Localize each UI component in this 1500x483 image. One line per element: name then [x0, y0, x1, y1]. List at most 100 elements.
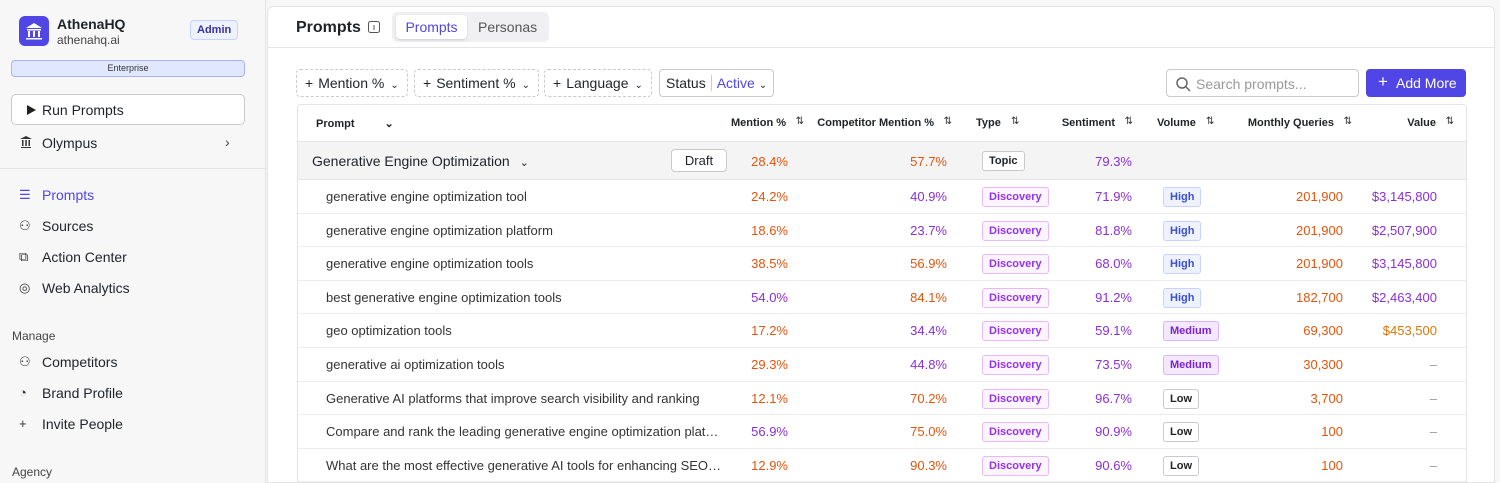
- sort-icon: ⇅: [1343, 116, 1352, 127]
- group-row: Generative Engine Optimization ⌄ Draft 28.4…: [298, 142, 1466, 180]
- column-header[interactable]: Volume: [1157, 117, 1196, 129]
- workspace-selector[interactable]: Olympus: [42, 135, 98, 151]
- table-row[interactable]: What are the most effective generative A…: [298, 448, 1466, 482]
- prompt-text: generative engine optimization tool: [326, 189, 527, 204]
- volume-badge: Low: [1163, 455, 1199, 476]
- nav-item[interactable]: Web Analytics: [42, 280, 130, 296]
- column-header[interactable]: Competitor Mention %: [817, 117, 934, 129]
- sort-icon: ⇅: [1011, 116, 1020, 127]
- sort-icon: ⇅: [1445, 116, 1454, 127]
- type-badge: Discovery: [982, 422, 1049, 443]
- monthly-queries: 100: [1321, 424, 1343, 440]
- prompt-text: generative engine optimization platform: [326, 222, 553, 238]
- value: –: [1429, 424, 1437, 440]
- main-panel: Prompts Prompts Personas + Mention % ⌄ + Sen…: [267, 6, 1495, 483]
- nav-item[interactable]: Sources: [42, 218, 94, 234]
- nav-item[interactable]: Action Center: [42, 249, 127, 265]
- table-row[interactable]: Compare and rank the leading generative …: [298, 415, 1466, 449]
- table-row[interactable]: generative ai optimization tools 29.3% 44.…: [298, 348, 1466, 382]
- sidebar: AthenaHQ athenahq.ai Admin Enterprise Ru…: [0, 0, 266, 483]
- table-row[interactable]: Generative AI platforms that improve sea…: [298, 381, 1466, 416]
- volume-badge: High: [1163, 187, 1202, 207]
- workspace-icon: [20, 136, 32, 148]
- volume-badge: High: [1163, 254, 1202, 275]
- sentiment: 73.5%: [1095, 357, 1132, 372]
- prompt-text: generative ai optimization tools: [326, 357, 505, 372]
- table-row[interactable]: geo optimization tools 17.2% 34.4% Discover…: [298, 314, 1466, 348]
- prompt-text: Generative AI platforms that improve sea…: [326, 390, 700, 406]
- role-badge: Admin: [190, 20, 239, 40]
- nav-item[interactable]: Brand Profile: [42, 385, 123, 401]
- search-placeholder: Search prompts...: [1196, 76, 1307, 92]
- mention: 12.1%: [751, 390, 788, 406]
- sort-icon: ⇅: [795, 116, 804, 127]
- run-label: Run Prompts: [42, 102, 124, 118]
- type-badge: Discovery: [982, 220, 1049, 241]
- plus-icon: +: [1378, 72, 1388, 91]
- nav-item[interactable]: Invite People: [42, 416, 123, 432]
- value: $453,500: [1382, 323, 1437, 339]
- sentiment: 90.9%: [1095, 424, 1132, 440]
- nav-item[interactable]: Competitors: [42, 354, 118, 370]
- sentiment: 79.3%: [1095, 154, 1132, 169]
- monthly-queries: 3,700: [1310, 390, 1343, 406]
- value: $2,507,900: [1371, 222, 1437, 238]
- sentiment: 59.1%: [1095, 323, 1132, 339]
- nav-item[interactable]: Prompts: [42, 187, 95, 203]
- competitor-mention: 40.9%: [910, 189, 947, 204]
- filter-chip[interactable]: + Mention % ⌄: [296, 69, 408, 97]
- tab[interactable]: Prompts: [396, 15, 467, 39]
- table-row[interactable]: best generative engine optimization tool…: [298, 280, 1466, 315]
- prompt-text: generative engine optimization tools: [326, 256, 534, 272]
- run-button[interactable]: Run Prompts: [11, 94, 245, 125]
- table-row[interactable]: generative engine optimization platform 1…: [298, 213, 1466, 248]
- column-header[interactable]: Mention %: [731, 117, 786, 129]
- prompt-text: best generative engine optimization tool…: [326, 289, 562, 305]
- competitor-mention: 56.9%: [910, 256, 947, 272]
- header-row: Prompt ⌄ Mention % ⇅ Competitor Mention % ⇅ Ty…: [298, 105, 1466, 142]
- divider: [268, 47, 1494, 48]
- status-label: Status: [666, 75, 706, 91]
- volume-badge: Low: [1163, 422, 1199, 443]
- value: $3,145,800: [1371, 189, 1437, 204]
- monthly-queries: 69,300: [1303, 323, 1343, 339]
- monthly-queries: 30,300: [1303, 357, 1343, 372]
- column-header[interactable]: Prompt ⌄: [316, 118, 394, 130]
- chip-label: Mention %: [318, 75, 385, 91]
- sentiment: 71.9%: [1095, 189, 1132, 204]
- nav-icon: ◎: [19, 280, 31, 295]
- sentiment: 96.7%: [1095, 390, 1132, 406]
- filter-chip[interactable]: + Sentiment % ⌄: [414, 69, 539, 97]
- org-name: AthenaHQ: [57, 16, 126, 32]
- volume-badge: Medium: [1163, 321, 1219, 342]
- plan-badge: Enterprise: [11, 60, 245, 77]
- column-header[interactable]: Type: [976, 117, 1001, 129]
- column-header[interactable]: Monthly Queries: [1247, 117, 1334, 129]
- column-header[interactable]: Sentiment: [1061, 117, 1115, 129]
- value: $2,463,400: [1371, 289, 1437, 305]
- value: –: [1429, 457, 1437, 473]
- group-name[interactable]: Generative Engine Optimization ⌄: [312, 153, 529, 169]
- mention: 56.9%: [751, 424, 788, 440]
- logo-icon: [26, 23, 42, 40]
- table-row[interactable]: generative engine optimization tool 24.2%…: [298, 180, 1466, 214]
- competitor-mention: 84.1%: [910, 289, 947, 305]
- competitor-mention: 34.4%: [910, 323, 947, 339]
- competitor-mention: 57.7%: [910, 154, 947, 169]
- value: $3,145,800: [1371, 256, 1437, 272]
- table-row[interactable]: generative engine optimization tools 38.5…: [298, 247, 1466, 281]
- search-box[interactable]: Search prompts...: [1166, 69, 1359, 97]
- prompt-text: What are the most effective generative A…: [326, 457, 722, 473]
- mention: 17.2%: [751, 323, 788, 339]
- logo: [19, 16, 49, 46]
- section-heading: Agency: [12, 465, 53, 479]
- add-button[interactable]: + Add More: [1366, 69, 1466, 97]
- prompt-text: geo optimization tools: [326, 323, 452, 339]
- tab[interactable]: Personas: [478, 19, 538, 35]
- org-domain: athenahq.ai: [57, 33, 120, 47]
- column-header[interactable]: Value: [1407, 117, 1436, 129]
- sentiment: 68.0%: [1095, 256, 1132, 272]
- filter-chip[interactable]: + Language ⌄: [544, 69, 652, 97]
- status-filter[interactable]: Status Active ⌄: [659, 69, 775, 97]
